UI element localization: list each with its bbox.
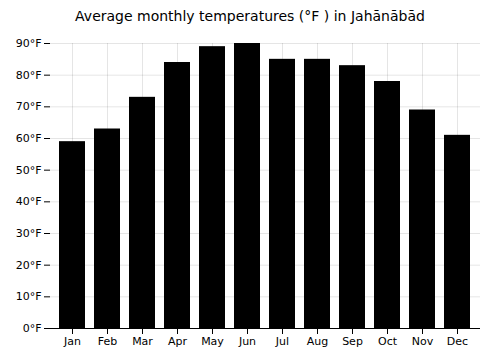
svg-text:Feb: Feb: [98, 335, 117, 348]
svg-text:Jan: Jan: [63, 335, 81, 348]
svg-text:Jun: Jun: [238, 335, 256, 348]
svg-text:90°F: 90°F: [16, 37, 42, 50]
svg-text:Mar: Mar: [132, 335, 153, 348]
svg-text:70°F: 70°F: [16, 100, 42, 113]
svg-text:Sep: Sep: [342, 335, 363, 348]
svg-text:Apr: Apr: [168, 335, 188, 348]
html-text:Average monthly temperatures (: Average monthly temperatures (°F ) in Ja…: [75, 8, 425, 24]
svg-text:Aug: Aug: [307, 335, 328, 348]
svg-text:40°F: 40°F: [16, 195, 42, 208]
svg-text:Oct: Oct: [378, 335, 398, 348]
svg-text:20°F: 20°F: [16, 259, 42, 272]
svg-text:60°F: 60°F: [16, 132, 42, 145]
svg-text:30°F: 30°F: [16, 227, 42, 240]
svg-text:80°F: 80°F: [16, 69, 42, 82]
svg-text:10°F: 10°F: [16, 290, 42, 303]
svg-text:50°F: 50°F: [16, 164, 42, 177]
svg-text:Jul: Jul: [275, 335, 289, 348]
svg-text:Dec: Dec: [447, 335, 468, 348]
svg-text:Nov: Nov: [412, 335, 434, 348]
svg-text:0°F: 0°F: [23, 322, 42, 335]
svg-text:May: May: [201, 335, 224, 348]
